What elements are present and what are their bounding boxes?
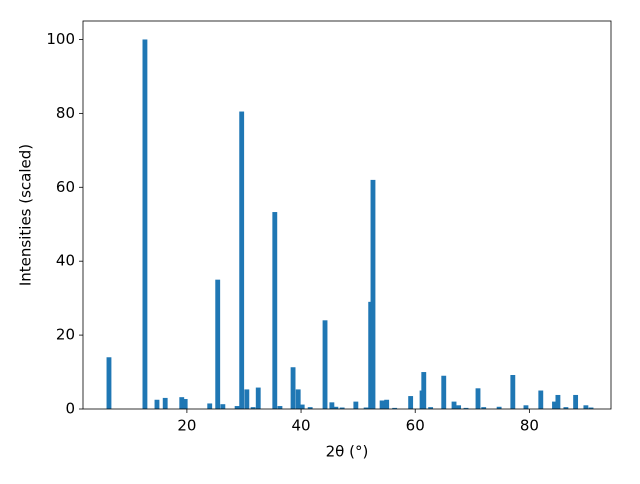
x-tick-label: 40 [292,417,311,435]
bar [106,357,112,409]
bar [290,367,296,409]
bar [295,389,301,409]
y-axis-label: Intensities (scaled) [17,144,35,286]
bar [220,404,226,409]
bar [234,406,240,409]
bar [307,407,313,409]
x-tick-label: 20 [177,417,196,435]
bar [523,405,529,409]
bar [510,375,516,409]
bar [421,372,427,409]
y-tick-label: 60 [56,178,75,196]
x-tick-label: 60 [406,417,425,435]
y-tick-label: 0 [65,400,75,418]
bar [154,399,160,409]
bar [329,402,335,409]
x-tick-label: 80 [520,417,539,435]
y-tick-label: 80 [56,104,75,122]
bar [179,397,185,409]
bar [456,405,462,409]
bar [239,111,245,410]
bar [299,404,305,409]
bar [555,394,561,409]
bar [463,407,469,409]
bar [496,406,502,409]
bar [370,179,376,409]
plot-frame [82,20,612,410]
bar [538,390,544,409]
bar [379,400,385,409]
y-tick-label: 20 [56,326,75,344]
bar [250,407,256,409]
bar [255,387,261,409]
bar [583,405,589,409]
bar [207,403,213,409]
bar [272,212,278,409]
bar [363,407,369,409]
bar [481,407,487,409]
bar [552,401,557,409]
bar [451,401,457,409]
bar [588,407,594,409]
bar [392,407,398,409]
bar [353,401,359,409]
bar [573,394,579,409]
bar [322,320,328,409]
bar [182,399,188,409]
bar [475,388,481,409]
bar [339,407,345,409]
bar [215,279,221,409]
bar [428,407,434,409]
bar [142,39,148,409]
y-tick-label: 100 [46,30,75,48]
bar [384,399,390,409]
bar [277,406,283,409]
x-axis-label: 2θ (°) [326,443,369,461]
bar [408,396,414,409]
bar [244,389,250,409]
bar [162,397,168,409]
bar [441,375,447,409]
y-tick-label: 40 [56,252,75,270]
bar [333,406,339,409]
bar [563,407,569,409]
